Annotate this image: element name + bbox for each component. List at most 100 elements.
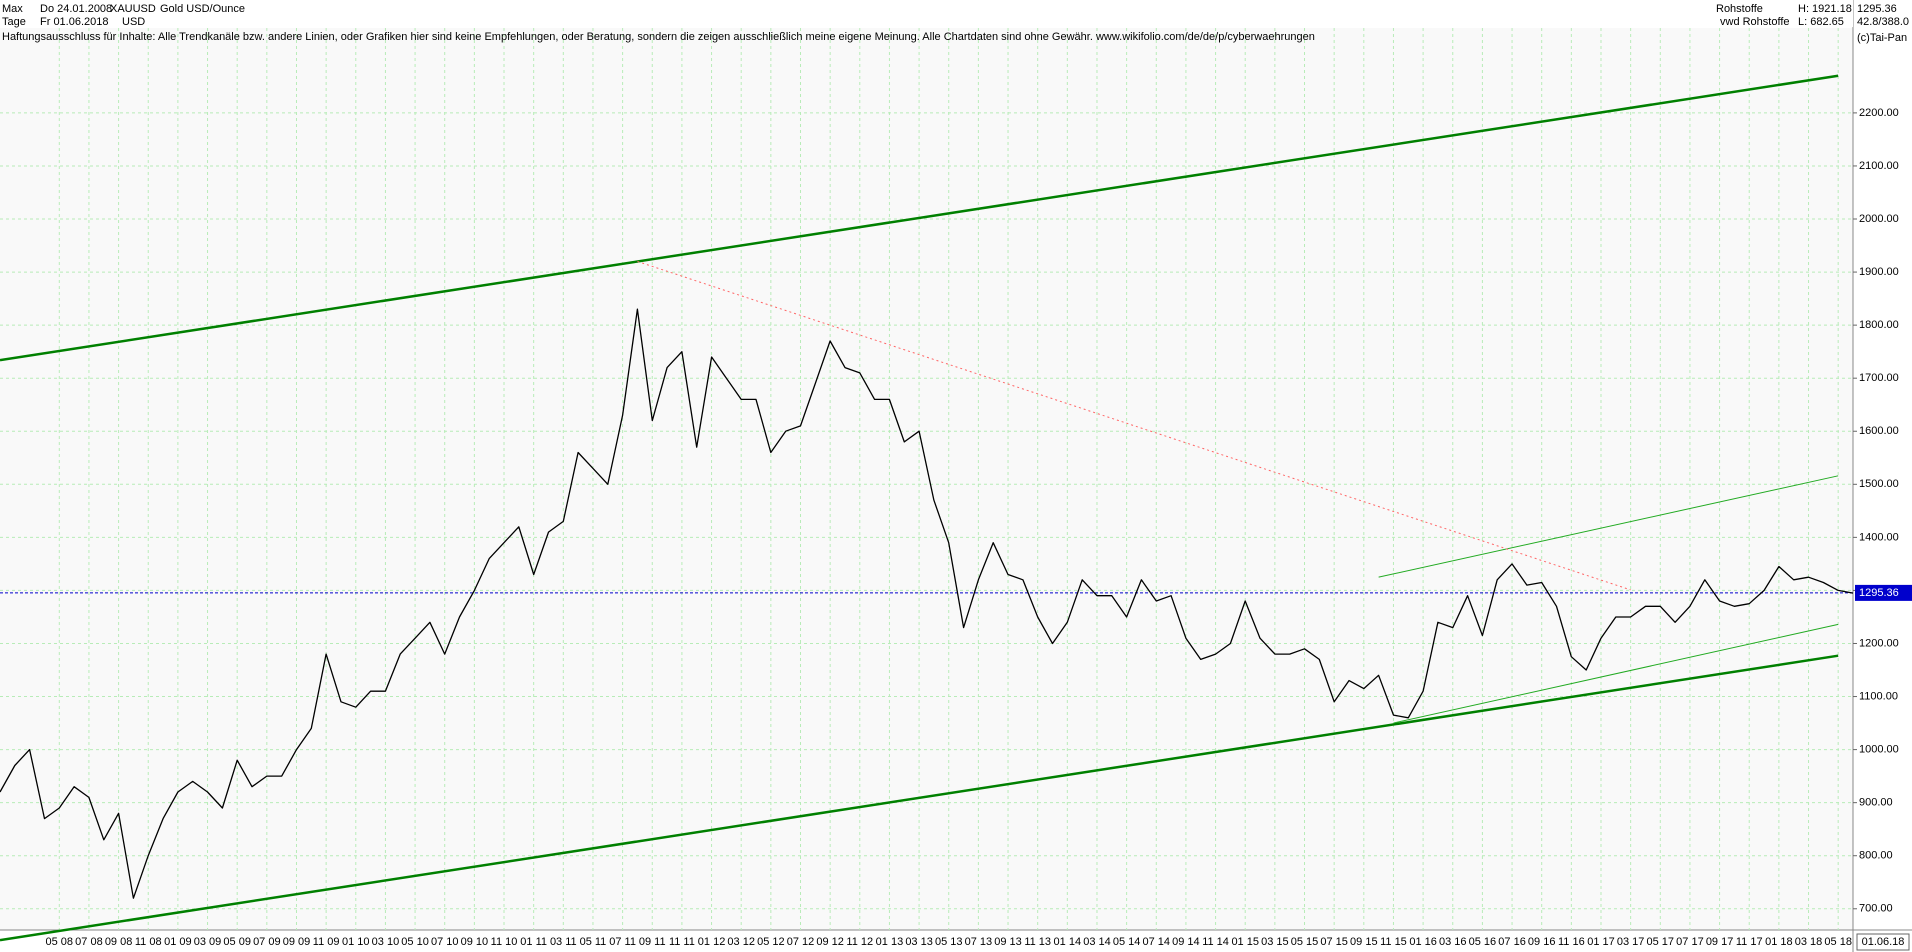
x-tick-label: 01 15 [1231,936,1259,948]
x-tick-label: 09 12 [816,936,844,948]
y-tick-label: 1700.00 [1859,372,1899,384]
source: vwd Rohstoffe [1720,16,1790,28]
x-tick-label: 01 17 [1587,936,1615,948]
x-tick-label: 09 13 [994,936,1022,948]
x-tick-label: 05 15 [1291,936,1319,948]
x-tick-label: 01 10 [342,936,370,948]
trend-line [1378,475,1839,578]
y-tick-label: 2000.00 [1859,213,1899,225]
trend-line [0,74,1839,362]
group: Rohstoffe [1716,3,1763,15]
x-tick-label: 09 11 [639,936,666,948]
plot-area [0,28,1853,930]
header-bg [0,0,1700,27]
x-tick-label: 03 11 [550,936,577,948]
trend-line [0,654,1839,942]
range[interactable]: Max [2,3,23,15]
high: H: 1921.18 [1798,3,1852,15]
copyright: (c)Tai-Pan [1857,32,1907,44]
x-tick-label: 03 13 [905,936,933,948]
x-tick-label: 01 09 [164,936,192,948]
last-price: 1295.36 [1857,3,1897,15]
x-tick-label: 05 16 [1469,936,1497,948]
x-tick-label: 05 14 [1113,936,1141,948]
x-tick-label: 07 10 [431,936,459,948]
x-tick-label: 09 08 [105,936,133,948]
x-tick-label: 09 15 [1350,936,1378,948]
x-tick-label: 07 11 [609,936,636,948]
period[interactable]: Tage [2,16,26,28]
y-tick-label: 1000.00 [1859,744,1899,756]
from-date: Do 24.01.2008 [40,3,112,15]
x-tick-label: 05 12 [757,936,785,948]
info-bg [1700,0,1853,27]
grid [0,28,1857,930]
x-tick-label: 01 11 [520,936,547,948]
y-tick-label: 2200.00 [1859,107,1899,119]
x-tick-label: 07 15 [1320,936,1348,948]
y-tick-label: 1200.00 [1859,637,1899,649]
x-tick-label: 01 14 [1054,936,1082,948]
x-tick-label: 11 11 [669,936,695,948]
ratio: 42.8/388.0 [1857,16,1909,28]
y-tick-label: 1500.00 [1859,478,1899,490]
x-tick-label: 03 18 [1795,936,1823,948]
price-line [0,308,1854,899]
trend-line [637,260,1631,591]
x-tick-label: 01.06.18 [1862,936,1905,948]
x-tick-label: 07 08 [75,936,103,948]
x-tick-label: 05 08 [46,936,74,948]
disclaimer: Haftungsausschluss für Inhalte: Alle Tre… [2,31,1315,43]
y-tick-label: 900.00 [1859,797,1893,809]
x-tick-label: 05 18 [1824,936,1852,948]
x-tick-label: 07 12 [787,936,815,948]
x-tick-label: 11 08 [135,936,162,948]
y-tick-label: 800.00 [1859,850,1893,862]
trend-line [1393,623,1839,724]
price-box [1855,584,1912,601]
x-tick-label: 07 09 [253,936,281,948]
x-tick-label: 01 18 [1765,936,1793,948]
x-tick-label: 03 09 [194,936,222,948]
date-box [1856,933,1910,951]
x-tick-label: 07 14 [1143,936,1171,948]
x-tick-label: 11 12 [846,936,873,948]
x-tick-label: 11 17 [1736,936,1763,948]
x-tick-label: 03 14 [1083,936,1111,948]
x-tick-label: 05 17 [1647,936,1675,948]
y-tick-label: 1400.00 [1859,531,1899,543]
x-tick-label: 01 12 [698,936,726,948]
x-tick-label: 11 10 [491,936,518,948]
x-tick-label: 11 13 [1024,936,1051,948]
x-tick-label: 05 10 [401,936,429,948]
x-tick-label: 07 13 [965,936,993,948]
price-label: 1295.36 [1859,587,1899,599]
low: L: 682.65 [1798,16,1844,28]
x-tick-label: 09 17 [1706,936,1734,948]
x-tick-label: 11 15 [1380,936,1407,948]
currency: USD [122,16,145,28]
x-tick-label: 11 09 [313,936,340,948]
x-tick-label: 03 16 [1439,936,1467,948]
y-tick-label: 1800.00 [1859,319,1899,331]
to-date: Fr 01.06.2018 [40,16,109,28]
x-tick-label: 01 16 [1409,936,1437,948]
x-tick-label: 05 09 [223,936,251,948]
x-tick-label: 09 10 [461,936,489,948]
x-tick-label: 11 16 [1558,936,1585,948]
x-tick-label: 05 11 [580,936,607,948]
y-tick-label: 1100.00 [1859,690,1898,702]
y-tick-label: 1900.00 [1859,266,1899,278]
symbol: XAUUSD [110,3,156,15]
x-tick-label: 03 15 [1261,936,1289,948]
x-tick-label: 09 14 [1172,936,1200,948]
y-tick-label: 2100.00 [1859,160,1899,172]
x-tick-label: 07 17 [1676,936,1704,948]
x-tick-label: 05 13 [935,936,963,948]
instrument: Gold USD/Ounce [160,3,245,15]
x-tick-label: 07 16 [1498,936,1526,948]
y-tick-label: 1600.00 [1859,425,1899,437]
x-tick-label: 09 16 [1528,936,1556,948]
y-tick-label: 700.00 [1859,903,1893,915]
